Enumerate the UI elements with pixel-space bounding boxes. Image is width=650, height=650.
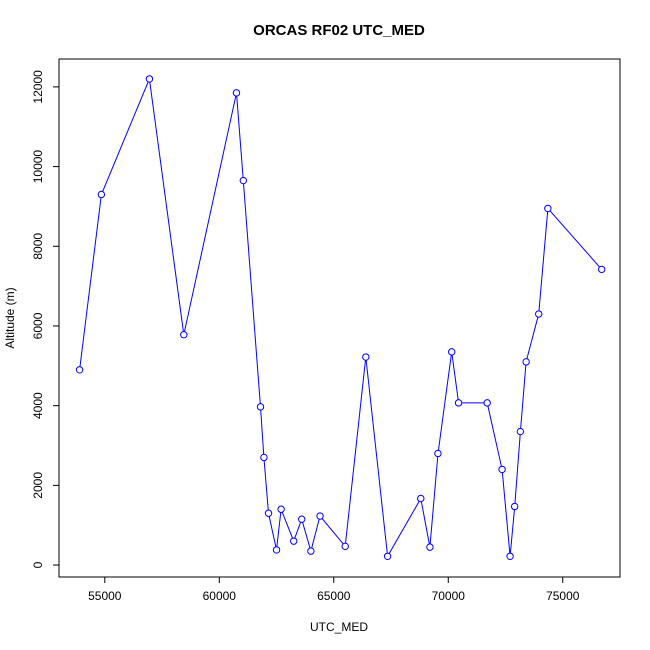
y-tick-label: 6000 xyxy=(31,312,45,339)
y-tick-label: 4000 xyxy=(31,392,45,419)
series-layer xyxy=(75,75,606,560)
x-tick-label: 65000 xyxy=(317,589,351,603)
plot-area-frame xyxy=(58,58,621,578)
data-point xyxy=(383,552,392,560)
data-point xyxy=(260,453,268,462)
data-point xyxy=(522,358,530,366)
y-tick-label: 10000 xyxy=(31,150,45,184)
data-point xyxy=(264,509,273,517)
data-point xyxy=(316,512,324,520)
x-tick-label: 75000 xyxy=(546,589,580,603)
data-point xyxy=(272,546,281,554)
data-point xyxy=(298,515,306,523)
data-point xyxy=(290,537,298,545)
x-axis: 55000 60000 65000 70000 75000 xyxy=(88,576,580,603)
data-point xyxy=(454,399,463,407)
y-axis: 0 2000 4000 6000 8000 10000 12000 xyxy=(31,70,60,568)
data-point xyxy=(483,399,491,407)
data-point xyxy=(277,505,285,513)
data-point xyxy=(239,176,248,185)
data-point xyxy=(544,204,552,213)
data-point xyxy=(75,366,84,374)
y-tick-label: 12000 xyxy=(31,70,45,104)
y-tick-label: 2000 xyxy=(31,472,45,499)
data-point xyxy=(362,353,370,361)
x-tick-label: 55000 xyxy=(88,589,122,603)
x-tick-label: 60000 xyxy=(203,589,237,603)
data-point xyxy=(498,465,506,474)
x-axis-label: UTC_MED xyxy=(310,620,368,634)
data-point xyxy=(417,494,425,503)
data-point xyxy=(145,75,154,83)
data-point xyxy=(426,543,434,551)
data-point xyxy=(506,552,514,560)
series-line xyxy=(79,76,603,558)
data-point xyxy=(516,427,525,436)
data-point xyxy=(535,310,543,318)
data-point xyxy=(434,449,442,458)
x-tick-label: 70000 xyxy=(432,589,466,603)
data-point xyxy=(232,89,241,97)
y-tick-label: 0 xyxy=(31,561,45,568)
data-point xyxy=(256,403,265,411)
data-point xyxy=(510,502,519,511)
data-point xyxy=(341,542,349,551)
data-point xyxy=(597,265,606,274)
data-point xyxy=(180,331,188,339)
data-point xyxy=(448,348,456,356)
data-point xyxy=(307,547,315,555)
y-tick-label: 8000 xyxy=(31,233,45,260)
data-point xyxy=(97,190,106,199)
chart-title: ORCAS RF02 UTC_MED xyxy=(253,22,425,39)
y-axis-label: Altitude (m) xyxy=(3,287,17,348)
